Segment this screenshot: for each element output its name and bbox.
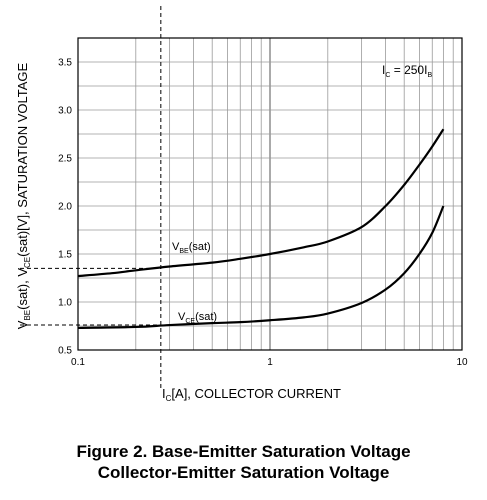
figure-caption-line-2: Collector-Emitter Saturation Voltage — [97, 463, 390, 482]
y-tick-label: 1.5 — [58, 250, 72, 261]
vce-sat-line — [77, 205, 445, 330]
x-tick-label: 1 — [267, 357, 273, 368]
x-tick-label: 0.1 — [71, 357, 85, 368]
y-tick-label: 3.0 — [58, 106, 72, 117]
x-axis-label: IC[A], COLLECTOR CURRENT — [162, 386, 341, 403]
condition-annotation: IC = 250IB — [382, 63, 432, 79]
y-axis-label: VBE(sat), VCE(sat)[V], SATURATION VOLTAG… — [15, 62, 32, 329]
figure-caption-line-1: Figure 2. Base-Emitter Saturation Voltag… — [76, 442, 411, 461]
y-tick-label: 1.0 — [58, 298, 72, 309]
y-tick-label: 3.5 — [58, 58, 72, 69]
reference-lines — [20, 6, 162, 388]
plot-frame — [77, 37, 463, 351]
grid — [78, 38, 462, 350]
vbe-series-label: VBE(sat) — [172, 241, 211, 255]
y-tick-label: 2.0 — [58, 202, 72, 213]
vce-series-label: VCE(sat) — [178, 311, 217, 325]
x-tick-label: 10 — [456, 357, 468, 368]
series-lines — [77, 128, 445, 330]
vbe-sat-line — [77, 128, 445, 278]
y-tick-label: 2.5 — [58, 154, 72, 165]
y-tick-label: 0.5 — [58, 346, 72, 357]
tick-labels: 0.5 1.0 1.5 2.0 2.5 3.0 3.5 0.1 1 10 — [58, 58, 468, 369]
